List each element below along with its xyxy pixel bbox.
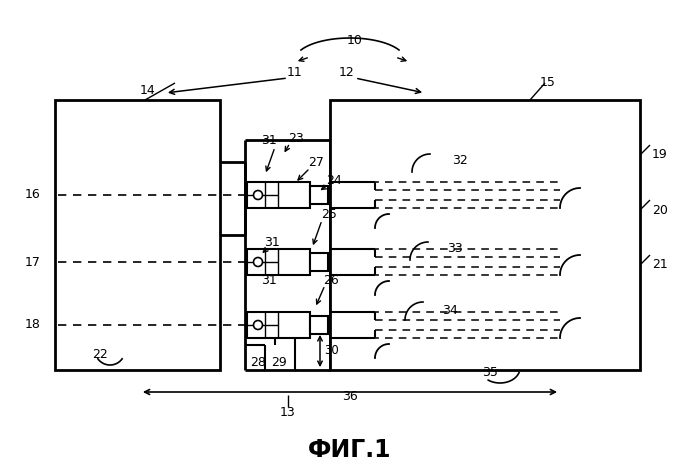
Text: 30: 30 [325,344,340,357]
Text: 12: 12 [339,66,355,80]
Bar [310,253,328,271]
Text: 36: 36 [342,389,358,402]
Text: 26: 26 [323,273,339,286]
Bar [247,182,310,208]
Bar [55,100,220,370]
Circle shape [253,190,262,199]
Bar [310,316,328,334]
Text: 14: 14 [140,83,156,96]
Text: 21: 21 [652,258,668,271]
Circle shape [253,321,262,329]
Text: 23: 23 [288,132,304,145]
Text: 35: 35 [482,366,498,380]
Text: 28: 28 [250,356,266,368]
Text: 29: 29 [271,356,287,368]
Text: 11: 11 [287,66,303,80]
Text: ФИГ.1: ФИГ.1 [308,438,392,462]
Circle shape [253,257,262,266]
Bar [330,100,640,370]
Text: 20: 20 [652,204,668,217]
Text: 13: 13 [280,405,296,418]
Text: 31: 31 [261,134,277,147]
Text: 17: 17 [25,256,41,269]
Text: 27: 27 [308,155,324,168]
Text: 33: 33 [447,241,463,255]
Text: 31: 31 [261,273,277,286]
Text: 10: 10 [347,34,363,46]
Bar [247,249,310,275]
Text: 19: 19 [652,148,668,161]
Text: 32: 32 [452,154,468,167]
Text: 34: 34 [442,304,458,316]
Bar [247,312,310,338]
Bar [310,186,328,204]
Text: 18: 18 [25,319,41,331]
Text: 24: 24 [326,174,342,187]
Text: 25: 25 [321,209,337,221]
Text: 31: 31 [264,236,280,249]
Text: 15: 15 [540,76,556,89]
Text: 22: 22 [92,349,108,361]
Text: 16: 16 [25,189,41,202]
